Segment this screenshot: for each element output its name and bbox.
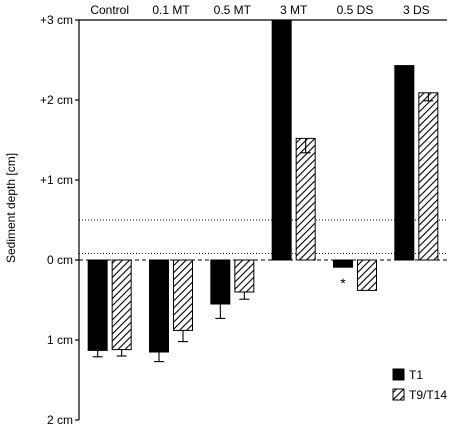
y-tick-label: +1 cm <box>40 173 73 187</box>
bar <box>111 259 132 351</box>
legend-label: T1 <box>409 368 423 382</box>
y-tick-label: +3 cm <box>40 13 73 27</box>
bar <box>357 259 377 291</box>
category-label: 0.1 MT <box>152 3 190 17</box>
bar <box>271 19 292 261</box>
y-tick-label: 2 cm <box>47 413 73 427</box>
bar <box>87 259 108 351</box>
category-label: 3 MT <box>280 3 308 17</box>
bar <box>394 65 415 261</box>
bar <box>210 259 231 305</box>
y-tick-label: +2 cm <box>40 93 73 107</box>
bar <box>295 137 316 261</box>
reference-lines <box>79 219 447 261</box>
category-label: 0.5 DS <box>337 3 374 17</box>
significance-markers: * * * <box>279 35 408 291</box>
legend-swatch <box>392 368 405 381</box>
category-label: 0.5 MT <box>214 3 252 17</box>
bar <box>234 259 255 293</box>
bar <box>149 259 169 353</box>
bar <box>418 92 439 261</box>
error-bars <box>92 20 434 363</box>
y-tick-label: 1 cm <box>47 333 73 347</box>
significance-star: * <box>279 35 285 51</box>
category-label: Control <box>90 3 129 17</box>
significance-star: * <box>340 275 346 291</box>
legend: T1 T9/T14 <box>392 368 447 402</box>
legend-swatch <box>392 388 405 401</box>
bars <box>87 19 439 353</box>
bar <box>333 259 353 268</box>
y-axis-label: Sediment depth [cm] <box>4 153 18 263</box>
y-tick-label: 0 cm <box>47 253 73 267</box>
bar <box>173 259 193 331</box>
significance-star: * <box>402 75 408 91</box>
axes: +3 cm +2 cm +1 cm 0 cm 1 cm 2 cm <box>40 13 447 427</box>
legend-label: T9/T14 <box>409 388 447 402</box>
category-labels: Control 0.1 MT 0.5 MT 3 MT 0.5 DS 3 DS <box>90 3 429 17</box>
category-label: 3 DS <box>403 3 430 17</box>
